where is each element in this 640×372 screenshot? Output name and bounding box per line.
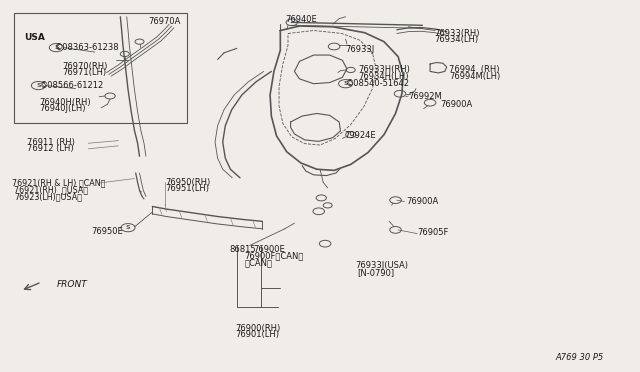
Text: 76923(LH)〈USA〉: 76923(LH)〈USA〉	[14, 192, 82, 201]
Text: 76950(RH): 76950(RH)	[165, 178, 211, 187]
Text: S: S	[54, 45, 59, 50]
Text: 76911 (RH): 76911 (RH)	[27, 138, 75, 147]
Text: ©08566-61212: ©08566-61212	[40, 81, 104, 90]
Text: 76905F: 76905F	[417, 228, 449, 237]
Text: 76921(RH & LH) 〈CAN〉: 76921(RH & LH) 〈CAN〉	[12, 179, 105, 187]
Text: 76933J(USA): 76933J(USA)	[355, 262, 408, 270]
Text: [N-0790]: [N-0790]	[357, 268, 394, 277]
Text: 76900A: 76900A	[440, 100, 472, 109]
Text: 76900F〈CAN〉: 76900F〈CAN〉	[244, 251, 304, 260]
Text: 76921(RH)  〈USA〉: 76921(RH) 〈USA〉	[14, 185, 88, 194]
Text: 79924E: 79924E	[344, 131, 376, 140]
Text: S: S	[125, 225, 131, 230]
Text: 76901(LH): 76901(LH)	[236, 330, 280, 339]
Text: 76940E: 76940E	[285, 15, 317, 24]
Text: 76900E: 76900E	[253, 245, 285, 254]
Text: 76994  (RH): 76994 (RH)	[449, 65, 500, 74]
Text: 76933H(RH): 76933H(RH)	[358, 65, 410, 74]
Bar	[14, 13, 187, 123]
Text: 76933(RH): 76933(RH)	[434, 29, 479, 38]
Text: FRONT: FRONT	[56, 280, 87, 289]
Text: 76912 (LH): 76912 (LH)	[27, 144, 74, 153]
Text: 76971(LH): 76971(LH)	[63, 68, 107, 77]
Text: 76970(RH): 76970(RH)	[63, 62, 108, 71]
Text: 86815: 86815	[229, 245, 256, 254]
Text: S: S	[36, 83, 41, 88]
Text: 76933J: 76933J	[346, 45, 375, 54]
Text: 76994M(LH): 76994M(LH)	[449, 72, 500, 81]
Text: 76934H(LH): 76934H(LH)	[358, 72, 409, 81]
Text: A769 30 P5: A769 30 P5	[556, 353, 604, 362]
Text: 76970A: 76970A	[148, 17, 181, 26]
Text: 76900(RH): 76900(RH)	[236, 324, 281, 333]
Text: 〈CAN〉: 〈CAN〉	[244, 258, 273, 267]
Text: ©08363-61238: ©08363-61238	[54, 43, 119, 52]
Text: 76900A: 76900A	[406, 197, 438, 206]
Text: S: S	[343, 81, 348, 86]
Text: USA: USA	[24, 33, 45, 42]
Text: 76950E: 76950E	[91, 227, 123, 236]
Text: 76934(LH): 76934(LH)	[434, 35, 478, 44]
Text: 76940J(LH): 76940J(LH)	[40, 104, 86, 113]
Text: 76940H(RH): 76940H(RH)	[40, 98, 92, 107]
Text: 76951(LH): 76951(LH)	[165, 184, 209, 193]
Text: 76992M: 76992M	[408, 92, 442, 101]
Text: ©08540-51642: ©08540-51642	[346, 79, 410, 88]
